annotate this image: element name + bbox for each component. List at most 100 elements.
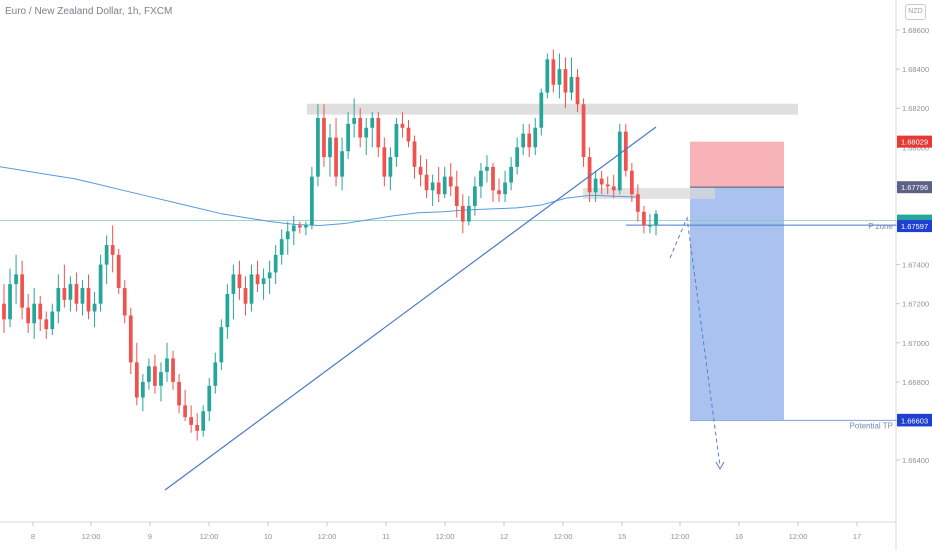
candle-body bbox=[430, 182, 435, 191]
candle-body bbox=[334, 137, 338, 177]
candle-body bbox=[231, 274, 236, 294]
price-label-text: 1.67796 bbox=[901, 183, 928, 192]
candle-body bbox=[14, 274, 18, 285]
candle-body bbox=[2, 303, 6, 320]
candle-body bbox=[340, 151, 344, 177]
x-tick-label: 12:00 bbox=[318, 532, 337, 541]
candle-body bbox=[122, 288, 127, 316]
candle-body bbox=[605, 184, 610, 187]
candle-body bbox=[8, 284, 12, 320]
candle-body bbox=[44, 319, 49, 330]
candle-body bbox=[104, 245, 109, 265]
x-tick-label: 9 bbox=[148, 532, 152, 541]
candle-body bbox=[623, 131, 628, 171]
take-profit-zone bbox=[690, 187, 784, 420]
candle-body bbox=[394, 123, 399, 158]
candles bbox=[2, 49, 658, 441]
candle-body bbox=[346, 123, 350, 152]
candle-body bbox=[617, 131, 622, 191]
candle-body bbox=[448, 176, 453, 187]
y-tick-label: 1.68600 bbox=[902, 26, 929, 35]
x-tick-label: 12:00 bbox=[200, 532, 219, 541]
candle-body bbox=[291, 225, 296, 232]
candle-body bbox=[261, 278, 266, 285]
candle-body bbox=[436, 182, 441, 195]
candle-body bbox=[50, 311, 55, 330]
candle-body bbox=[32, 303, 37, 324]
y-tick-label: 1.66800 bbox=[902, 378, 929, 387]
candle-body bbox=[358, 117, 363, 138]
candle-body bbox=[509, 166, 513, 183]
x-tick-label: 12:00 bbox=[789, 532, 808, 541]
candle-body bbox=[406, 127, 411, 142]
moving-average-line bbox=[0, 166, 641, 227]
candle-body bbox=[207, 385, 212, 412]
candle-body bbox=[587, 157, 592, 193]
candle-body bbox=[575, 76, 580, 105]
candle-body bbox=[195, 424, 200, 431]
candle-body bbox=[273, 254, 278, 273]
candle-body bbox=[62, 288, 67, 300]
candle-body bbox=[497, 190, 501, 195]
candle-body bbox=[424, 174, 429, 191]
candle-body bbox=[297, 225, 302, 228]
candle-body bbox=[611, 186, 616, 191]
x-tick-label: 12:00 bbox=[671, 532, 690, 541]
candle-body bbox=[303, 225, 308, 228]
x-tick-label: 10 bbox=[264, 532, 272, 541]
candle-body bbox=[515, 147, 520, 167]
candle-body bbox=[388, 157, 393, 177]
candle-body bbox=[171, 358, 175, 382]
trend-line bbox=[164, 126, 657, 491]
candle-body bbox=[654, 213, 658, 226]
y-tick-label: 1.68000 bbox=[902, 143, 929, 152]
candle-body bbox=[74, 284, 79, 304]
candle-body bbox=[636, 194, 640, 212]
candle-body bbox=[557, 69, 562, 85]
candle-body bbox=[454, 186, 459, 206]
x-tick-label: 12 bbox=[500, 532, 508, 541]
candle-body bbox=[563, 69, 568, 93]
entry-zone bbox=[583, 187, 715, 199]
candle-body bbox=[56, 288, 61, 312]
candle-body bbox=[159, 372, 163, 386]
price-label-box bbox=[897, 181, 932, 194]
candle-body bbox=[189, 417, 194, 425]
candle-body bbox=[545, 59, 550, 93]
candle-body bbox=[68, 284, 73, 300]
candle-body bbox=[442, 176, 447, 195]
candle-body bbox=[134, 362, 139, 398]
candle-body bbox=[140, 381, 145, 398]
candle-body bbox=[177, 381, 181, 406]
candle-body bbox=[460, 205, 465, 222]
candle-body bbox=[213, 362, 218, 386]
candle-body bbox=[147, 366, 151, 382]
candle-body bbox=[521, 133, 526, 148]
candle-body bbox=[322, 117, 326, 158]
annotation-label: P zone bbox=[868, 222, 893, 231]
candle-body bbox=[237, 274, 242, 289]
candle-body bbox=[116, 254, 121, 289]
x-tick-label: 16 bbox=[735, 532, 743, 541]
currency-button[interactable]: NZD bbox=[905, 4, 926, 20]
price-label-text: 1.67597 bbox=[901, 222, 928, 231]
candle-body bbox=[473, 186, 477, 206]
annotation-label: Potential TP bbox=[850, 421, 893, 430]
candle-body bbox=[569, 76, 574, 93]
projected-path bbox=[669, 216, 721, 467]
x-tick-label: 17 bbox=[853, 532, 861, 541]
candle-body bbox=[285, 231, 290, 240]
candle-body bbox=[255, 274, 260, 285]
candle-body bbox=[539, 92, 544, 128]
candle-body bbox=[279, 239, 284, 255]
chart-header-title: Euro / New Zealand Dollar, 1h, FXCM bbox=[5, 6, 173, 17]
candle-body bbox=[316, 117, 320, 177]
stop-loss-zone bbox=[690, 141, 784, 188]
candle-body bbox=[376, 117, 381, 148]
y-tick-label: 1.68200 bbox=[902, 104, 929, 113]
y-tick-label: 1.67200 bbox=[902, 300, 929, 309]
candle-body bbox=[466, 205, 471, 222]
price-label-text: 1.66603 bbox=[901, 416, 928, 425]
candle-body bbox=[629, 170, 634, 195]
